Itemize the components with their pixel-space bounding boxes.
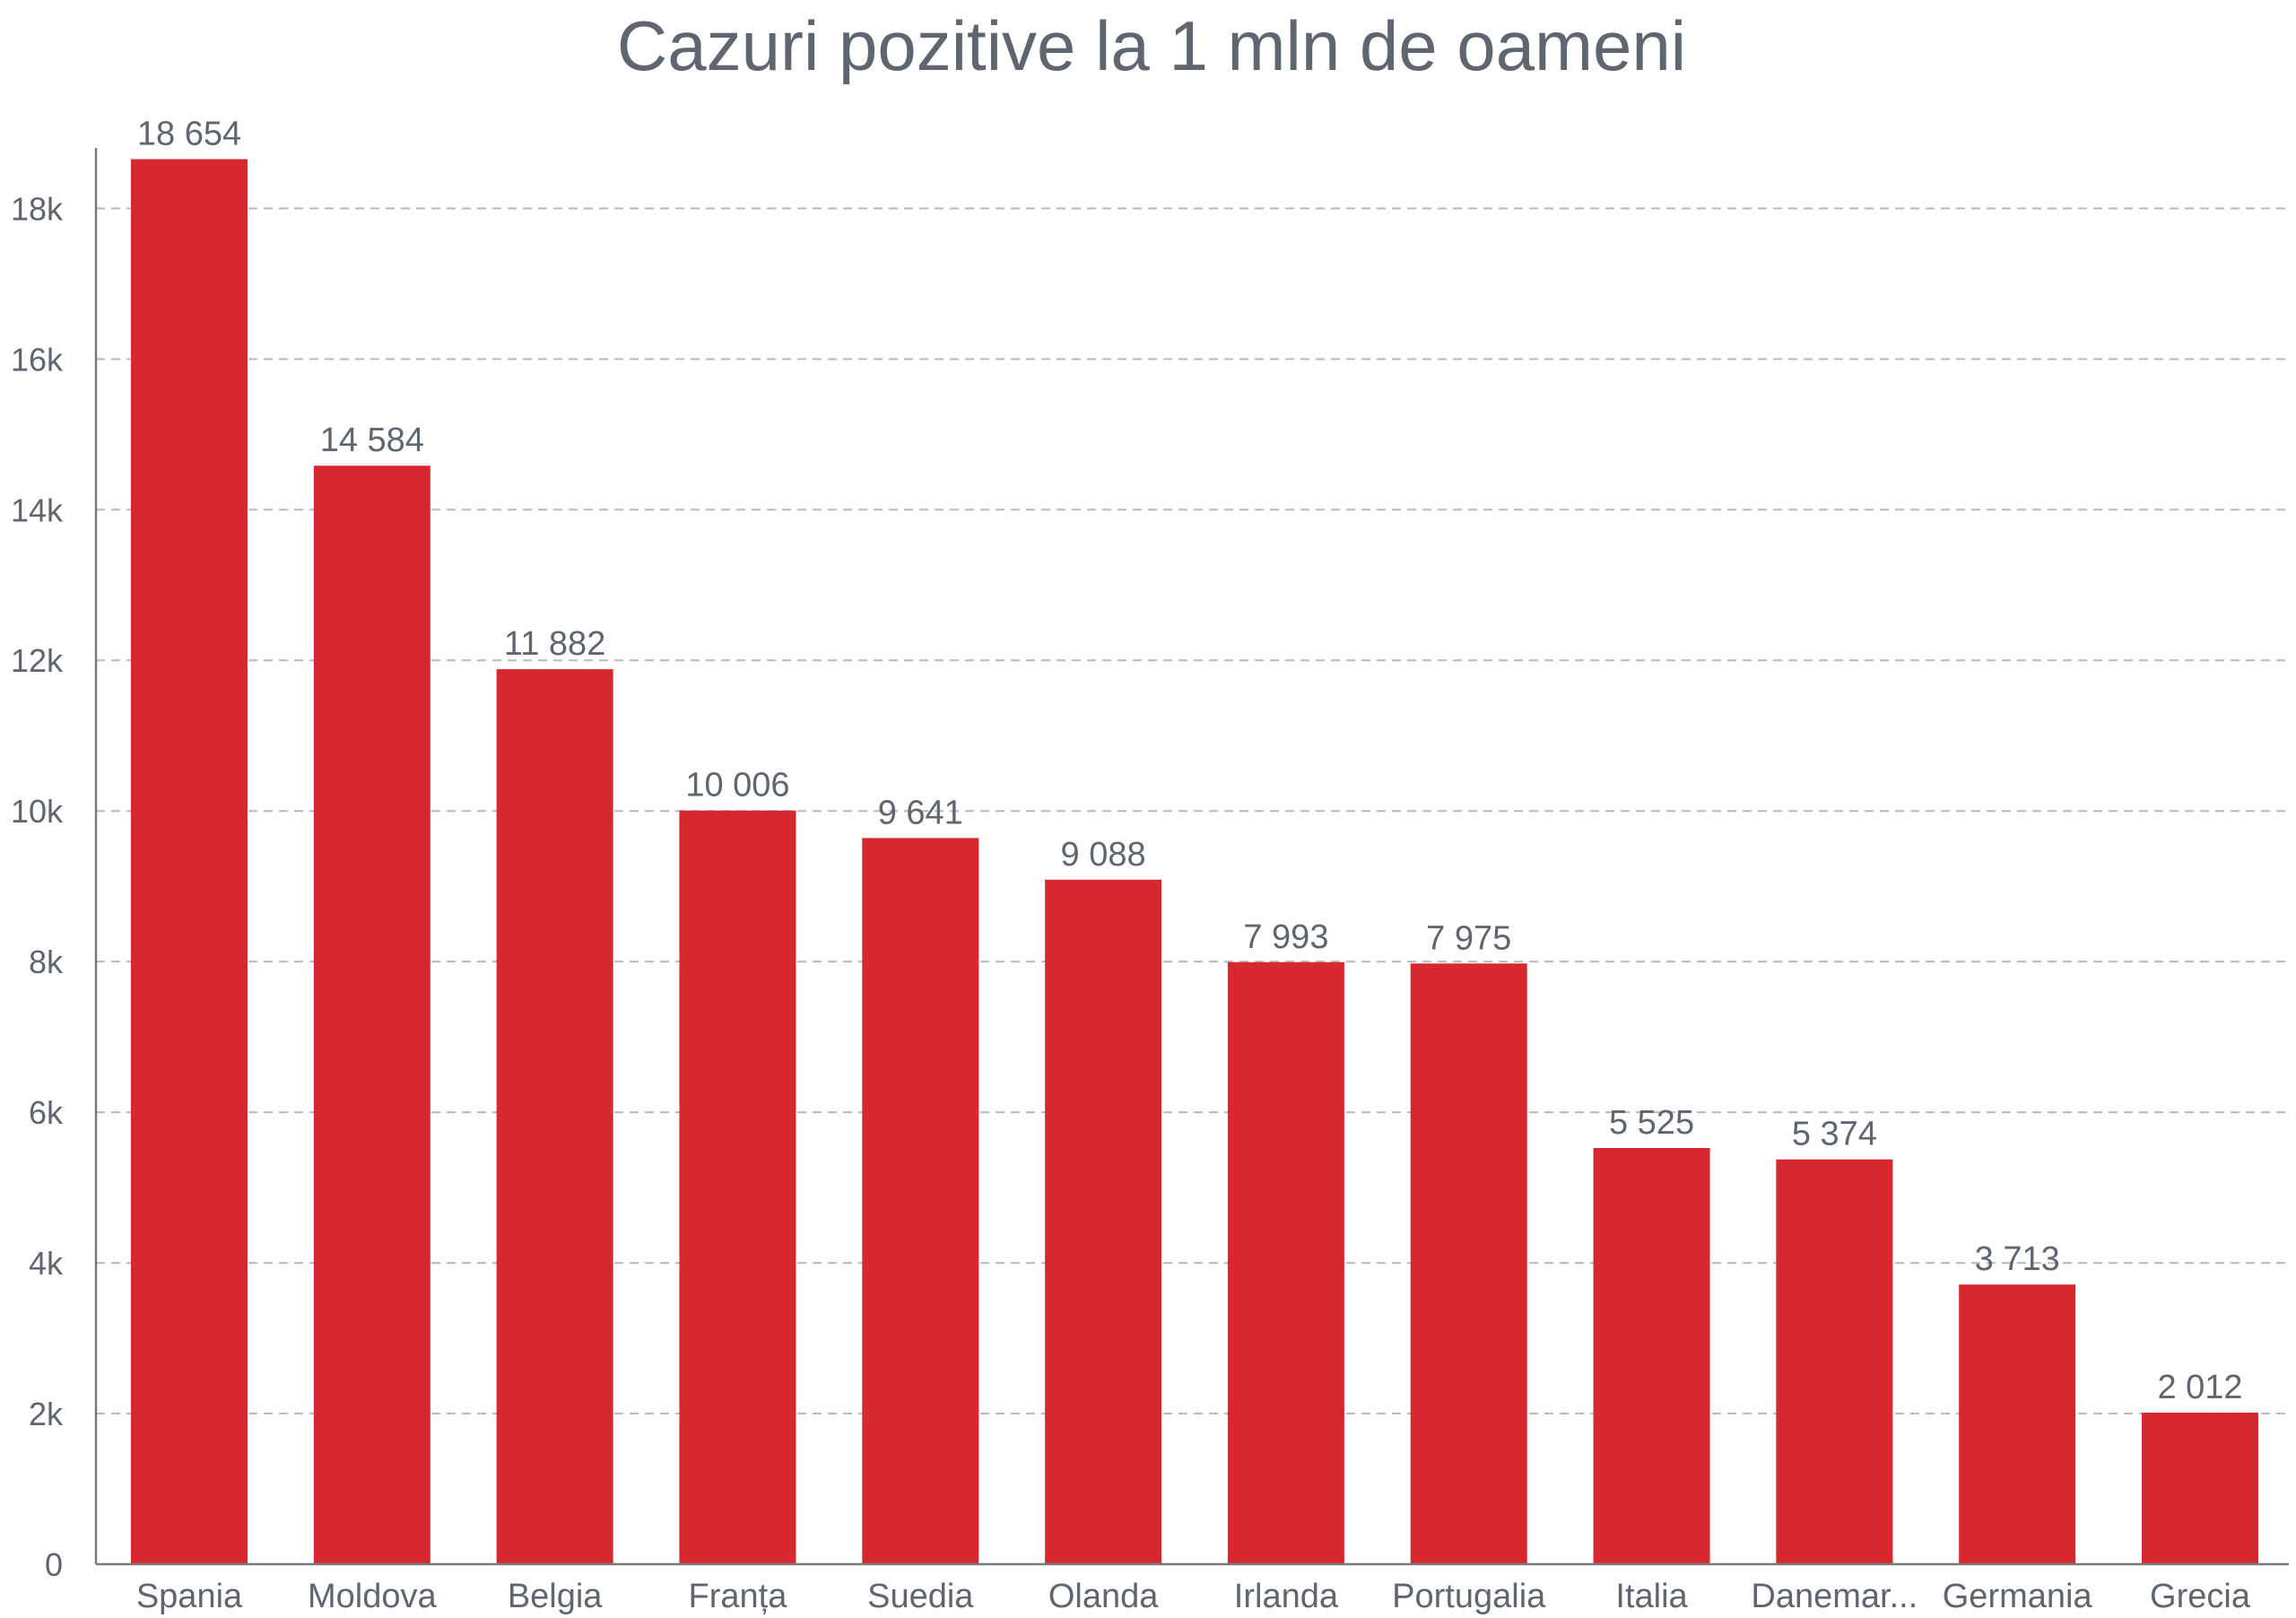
data-label: 7 993 <box>1243 918 1328 956</box>
y-tick-label: 18k <box>11 190 64 227</box>
bar-3 <box>679 810 796 1564</box>
x-category-label: Germania <box>1943 1578 2093 1615</box>
data-label: 9 641 <box>878 794 963 831</box>
bar-5 <box>1045 879 1162 1564</box>
x-category-label: Portugalia <box>1392 1578 1546 1615</box>
data-label: 5 374 <box>1792 1116 1877 1153</box>
bar-1 <box>313 465 430 1564</box>
bar-11 <box>2142 1413 2258 1564</box>
data-label: 18 654 <box>137 115 241 152</box>
chart-title: Cazuri pozitive la 1 mln de oameni <box>617 6 1686 85</box>
x-category-label: Moldova <box>308 1578 437 1615</box>
x-category-label: Franța <box>689 1578 788 1615</box>
data-label: 5 525 <box>1609 1104 1694 1142</box>
bar-0 <box>131 159 248 1564</box>
x-category-label: Danemar... <box>1751 1578 1918 1615</box>
y-tick-label: 14k <box>11 491 64 528</box>
data-label: 9 088 <box>1061 836 1146 874</box>
y-tick-label: 10k <box>11 793 64 830</box>
y-tick-label: 8k <box>29 944 64 980</box>
x-category-label: Olanda <box>1048 1578 1159 1615</box>
x-category-label: Italia <box>1615 1578 1688 1615</box>
bar-8 <box>1593 1148 1710 1564</box>
data-label: 2 012 <box>2157 1369 2242 1406</box>
x-category-label: Grecia <box>2150 1578 2251 1615</box>
y-tick-label: 0 <box>45 1546 63 1583</box>
y-tick-label: 2k <box>29 1396 64 1432</box>
bar-6 <box>1227 961 1344 1564</box>
bar-2 <box>496 669 613 1564</box>
data-label: 11 882 <box>504 625 605 663</box>
y-tick-label: 16k <box>11 341 64 378</box>
y-tick-label: 4k <box>29 1245 64 1282</box>
x-category-label: Spania <box>136 1578 243 1615</box>
data-label: 10 006 <box>685 767 789 805</box>
y-axis-ticks: 0 2k 4k 6k 8k 10k 12k 14k 16k 18k <box>11 190 64 1583</box>
y-tick-label: 6k <box>29 1094 64 1131</box>
x-category-label: Irlanda <box>1234 1578 1339 1615</box>
data-label: 14 584 <box>320 422 424 459</box>
value-labels: 18 654 14 584 11 882 10 006 9 641 9 088 7 993 7… <box>137 115 2243 1406</box>
data-label: 7 975 <box>1426 919 1511 957</box>
x-axis-categories: Spania Moldova Belgia Franța Suedia Olanda Irl… <box>136 1578 2251 1615</box>
x-category-label: Suedia <box>867 1578 974 1615</box>
y-tick-label: 12k <box>11 642 64 679</box>
bars <box>131 159 2258 1564</box>
bar-7 <box>1410 963 1527 1564</box>
data-label: 3 713 <box>1975 1240 2060 1278</box>
x-category-label: Belgia <box>508 1578 603 1615</box>
bar-10 <box>1959 1284 2076 1564</box>
bar-9 <box>1776 1159 1893 1564</box>
bar-4 <box>862 838 979 1564</box>
